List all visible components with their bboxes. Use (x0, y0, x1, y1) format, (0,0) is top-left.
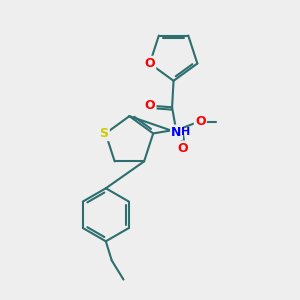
Text: N: N (171, 126, 182, 139)
Text: O: O (144, 57, 155, 70)
Text: O: O (177, 142, 188, 155)
Text: S: S (100, 127, 109, 140)
Text: H: H (181, 127, 190, 137)
Text: O: O (145, 99, 155, 112)
Text: O: O (195, 115, 206, 128)
